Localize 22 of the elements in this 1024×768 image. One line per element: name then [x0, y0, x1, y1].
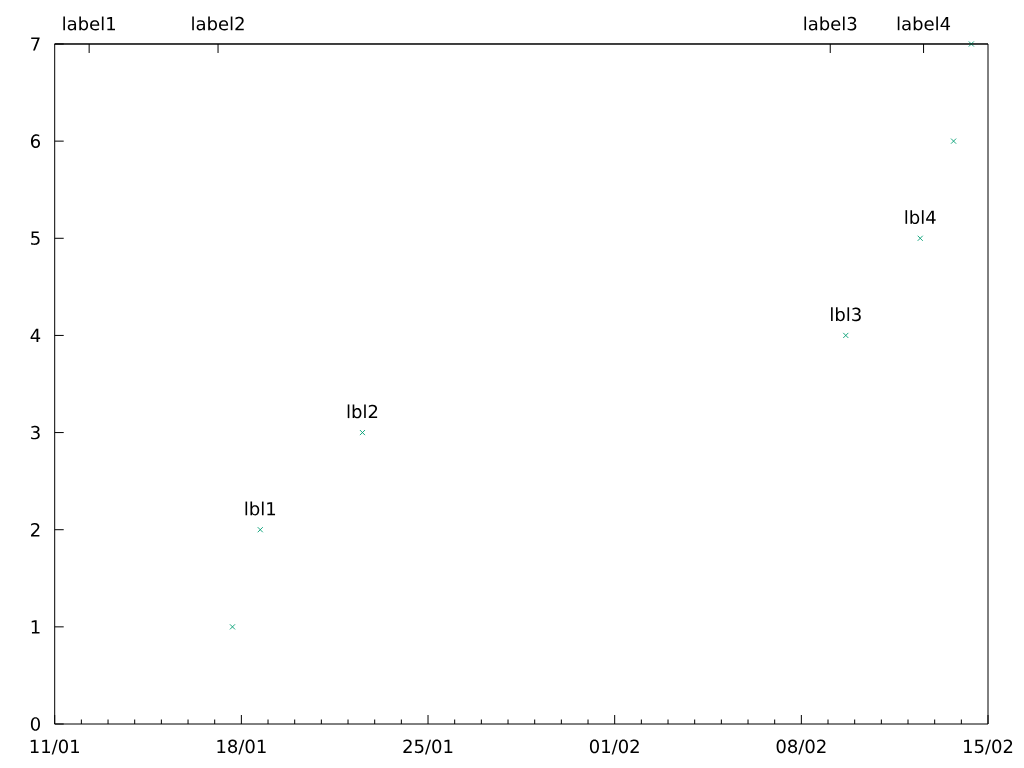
x-tick-label: 01/02 [589, 739, 639, 755]
y-tick-label: 1 [31, 620, 40, 634]
x2-tick-label: label3 [804, 16, 857, 31]
x2-tick-label: label1 [63, 16, 115, 31]
x-tick-label: 18/01 [217, 739, 266, 755]
annotation: lbl3 [831, 307, 861, 322]
annotation: lbl1 [245, 501, 276, 516]
y-tick-label: 0 [30, 717, 40, 731]
y-tick-label: 5 [31, 231, 40, 245]
x-tick-label: 08/02 [776, 739, 826, 755]
annotation: lbl4 [905, 210, 936, 225]
x-tick-label: 25/01 [403, 739, 453, 755]
x-tick-label: 11/01 [30, 739, 79, 755]
x-tick-label: 15/02 [964, 739, 1013, 755]
y-tick-label: 6 [30, 134, 41, 148]
annotation: lbl2 [347, 404, 378, 419]
y-tick-label: 3 [31, 425, 40, 440]
y-tick-label: 2 [31, 523, 40, 537]
x2-tick-label: label4 [897, 16, 951, 31]
y-tick-label: 4 [30, 328, 41, 342]
y-tick-label: 7 [31, 37, 40, 51]
x2-tick-label: label2 [192, 16, 244, 31]
